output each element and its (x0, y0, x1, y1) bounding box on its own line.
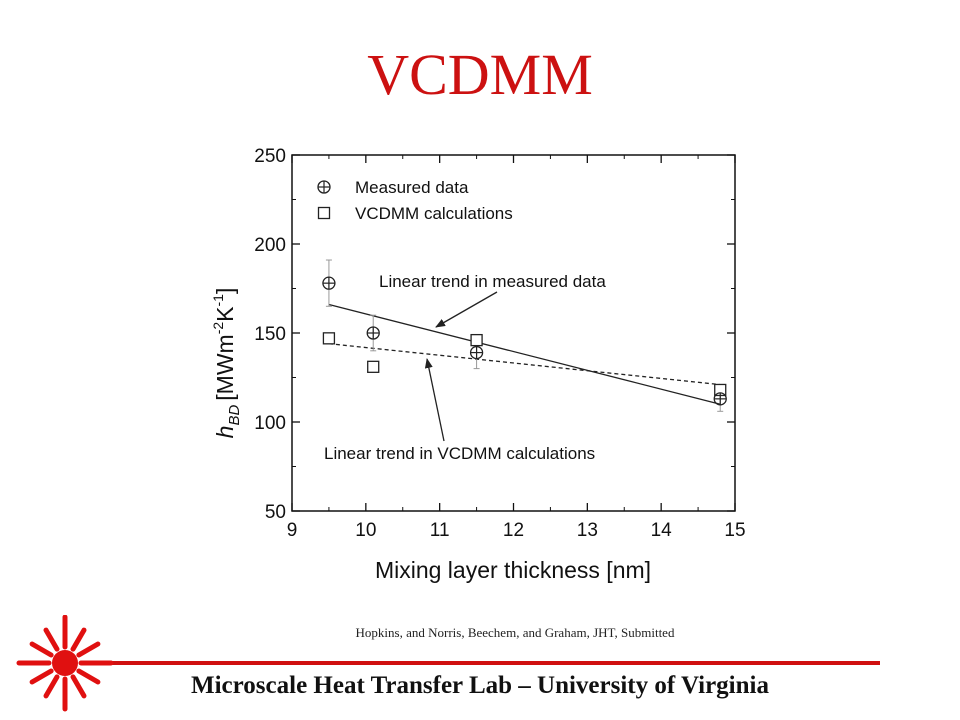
y-tick-label: 200 (254, 235, 286, 256)
measured-point (322, 276, 336, 290)
trendline-vcdmm (328, 343, 721, 386)
x-tick-label: 13 (577, 520, 598, 541)
y-label-exp1: -2 (210, 322, 226, 335)
arrow-vcdmm-trend (424, 358, 445, 442)
x-tick-label: 9 (287, 520, 298, 541)
y-axis-label: hBD [MWm-2K-1] (210, 288, 243, 439)
y-label-k: K (212, 306, 238, 322)
slide-title: VCDMM (367, 42, 593, 107)
legend-label-measured: Measured data (355, 178, 469, 197)
legend-label-vcdmm: VCDMM calculations (355, 204, 513, 223)
y-label-symbol: h (212, 426, 238, 439)
annotation-measured-trend: Linear trend in measured data (379, 272, 606, 291)
logo-ray (43, 627, 60, 652)
legend-marker-vcdmm (317, 206, 331, 220)
measured-point (366, 326, 380, 340)
y-label-sub: BD (226, 405, 243, 426)
y-tick-label: 150 (254, 324, 286, 345)
logo-ray (76, 668, 101, 685)
measured-point (713, 392, 727, 406)
vcdmm-point (322, 332, 336, 345)
footer-lab-name: Microscale Heat Transfer Lab – Universit… (191, 672, 769, 699)
logo-ray (76, 641, 101, 658)
arrow-measured-trend (435, 291, 498, 328)
vcdmm-point (470, 333, 483, 347)
chart: 9 10 11 12 13 14 15 50 100 150 200 250 Measured dat… (210, 146, 746, 583)
legend-marker-measured (317, 180, 331, 194)
y-label-close: ] (212, 288, 238, 294)
starburst-laser-logo (16, 615, 114, 712)
measured-point (469, 345, 484, 360)
logo-ray (70, 674, 87, 699)
logo-ray (70, 627, 87, 652)
x-tick-label: 11 (430, 520, 450, 541)
citation: Hopkins, and Norris, Beechem, and Graham… (355, 625, 675, 640)
annotation-vcdmm-trend: Linear trend in VCDMM calculations (324, 444, 595, 463)
logo-ray (29, 641, 54, 658)
y-tick-label: 250 (254, 146, 286, 167)
y-tick-label: 100 (254, 413, 286, 434)
y-label-unit: [MWm (212, 334, 238, 400)
x-tick-label: 12 (503, 520, 524, 541)
footer-divider (98, 661, 880, 665)
marks-layer: Measured data VCDMM calculations Linear tr… (317, 178, 727, 463)
x-tick-label: 15 (724, 520, 745, 541)
axes-layer: 9 10 11 12 13 14 15 50 100 150 200 250 (254, 146, 745, 541)
vcdmm-point (367, 360, 380, 373)
logo-ray (43, 674, 60, 699)
logo-ray (29, 668, 54, 685)
y-tick-label: 50 (265, 502, 286, 523)
x-axis-label: Mixing layer thickness [nm] (375, 557, 651, 583)
x-tick-label: 14 (651, 520, 673, 541)
x-tick-label: 10 (355, 520, 376, 541)
y-label-exp2: -1 (210, 294, 226, 307)
trendline-measured (328, 303, 721, 405)
